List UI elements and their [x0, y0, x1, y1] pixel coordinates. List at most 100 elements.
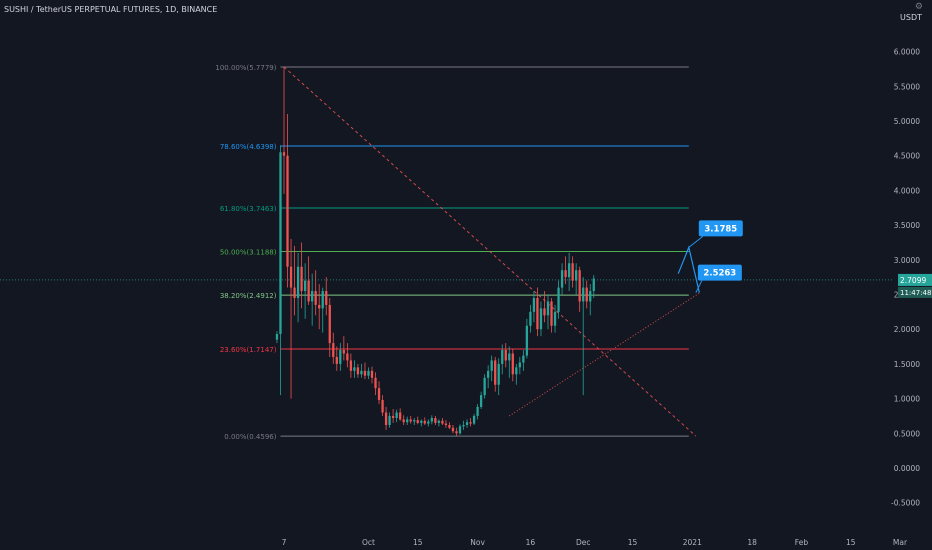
candle-body	[497, 363, 500, 385]
price-tick-label: 5.5000	[894, 82, 920, 91]
candle-body	[321, 291, 324, 309]
candle-body	[560, 270, 564, 288]
candle-body	[391, 415, 395, 419]
price-tick-label: 2.0000	[894, 325, 920, 334]
candle-body	[434, 418, 437, 423]
candle-body	[279, 152, 282, 335]
time-tick-label: Feb	[795, 538, 809, 547]
candle-body	[465, 422, 469, 425]
callout-pointer	[688, 236, 704, 248]
candle-body	[539, 308, 543, 330]
time-tick-label: 15	[846, 538, 856, 547]
callout-label: 2.5263	[703, 269, 736, 279]
fib-level-label: 61.80%(3.7463)	[220, 205, 277, 213]
candle-body	[395, 412, 398, 419]
time-tick-label: 16	[526, 538, 536, 547]
fibonacci-retracement: 100.00%(5.7779) 78.60%(4.6398) 61.80%(3.74…	[215, 64, 689, 441]
candle-body	[532, 297, 536, 312]
fib-level-label: 23.60%(1.7147)	[220, 346, 277, 354]
price-tick-label: 4.0000	[894, 186, 920, 195]
time-tick-label: 15	[628, 538, 638, 547]
candle-body	[578, 270, 581, 302]
candle-body	[469, 422, 472, 424]
time-tick-label: Mar	[893, 538, 908, 547]
candle-body	[455, 431, 458, 434]
candle-body	[328, 304, 331, 344]
candle-body	[286, 155, 289, 267]
candle-body	[462, 424, 465, 427]
time-tick-label: Nov	[470, 538, 485, 547]
price-tick-label: 5.0000	[894, 117, 920, 126]
candle-body	[318, 304, 321, 309]
callout-box	[697, 264, 742, 281]
candle-body	[289, 266, 293, 288]
candle-body	[384, 412, 388, 425]
candle-body	[525, 325, 529, 356]
candle-body	[508, 353, 511, 361]
candle-body	[529, 311, 532, 326]
candle-body	[430, 418, 433, 422]
candle-body	[437, 420, 441, 423]
candle-body	[553, 311, 557, 326]
candle-body	[300, 266, 303, 292]
fib-level-label: 38.20%(2.4912)	[220, 292, 277, 300]
fib-trend-dashed-line	[283, 66, 697, 437]
price-tick-label: 3.0000	[894, 256, 920, 265]
price-unit-label: USDT	[900, 13, 922, 22]
price-tick-label: 1.0000	[894, 395, 920, 404]
candles	[275, 66, 595, 437]
candle-body	[311, 291, 314, 302]
candle-body	[522, 355, 525, 363]
callout-label: 3.1785	[704, 224, 737, 234]
candle-body	[363, 370, 367, 376]
price-tick-label: 6.0000	[894, 48, 920, 57]
candle-body	[476, 406, 479, 416]
candle-body	[353, 367, 356, 371]
projection-path	[677, 245, 700, 293]
countdown-label: 11:47:48	[900, 289, 931, 297]
candle-body	[444, 423, 448, 425]
candle-body	[504, 350, 507, 361]
candle-body	[557, 287, 560, 312]
candle-body	[402, 419, 405, 423]
candle-body	[483, 377, 486, 396]
callout-pointer	[695, 280, 703, 293]
time-tick-label: 2021	[683, 538, 702, 547]
time-tick-label: 15	[413, 538, 423, 547]
candle-body	[325, 291, 328, 305]
candle-body	[314, 291, 317, 305]
candle-body	[487, 370, 490, 378]
candle-body	[567, 263, 571, 278]
settings-icon[interactable]: ⚙	[914, 2, 923, 12]
candle-body	[409, 419, 412, 422]
candle-body	[550, 301, 553, 326]
candle-body	[332, 343, 335, 357]
time-tick-label: 7	[282, 538, 287, 547]
callout-box	[698, 220, 743, 237]
price-tick-label: 0.5000	[894, 429, 920, 438]
candle-body	[413, 420, 416, 422]
candle-body	[420, 420, 423, 423]
candle-body	[518, 362, 521, 368]
candle-body	[472, 415, 476, 424]
candle-body	[307, 280, 310, 302]
candle-body	[367, 370, 370, 376]
candle-body	[582, 287, 585, 302]
candle-body	[458, 426, 462, 434]
candle-body	[381, 399, 384, 413]
countdown-tag	[898, 286, 932, 298]
candle-body	[388, 415, 391, 425]
candle-body	[427, 421, 430, 424]
candle-body	[377, 388, 381, 400]
price-tick-label: 4.5000	[894, 152, 920, 161]
candle-body	[275, 334, 279, 340]
price-tick-label: 3.5000	[894, 221, 920, 230]
candle-body	[356, 367, 360, 375]
candle-body	[370, 370, 374, 378]
price-axis: 6.0000 5.5000 5.0000 4.5000 4.0000 3.5000 3.00…	[891, 48, 932, 508]
candle-body	[346, 353, 349, 361]
candle-body	[479, 395, 483, 407]
candle-body	[423, 420, 426, 424]
